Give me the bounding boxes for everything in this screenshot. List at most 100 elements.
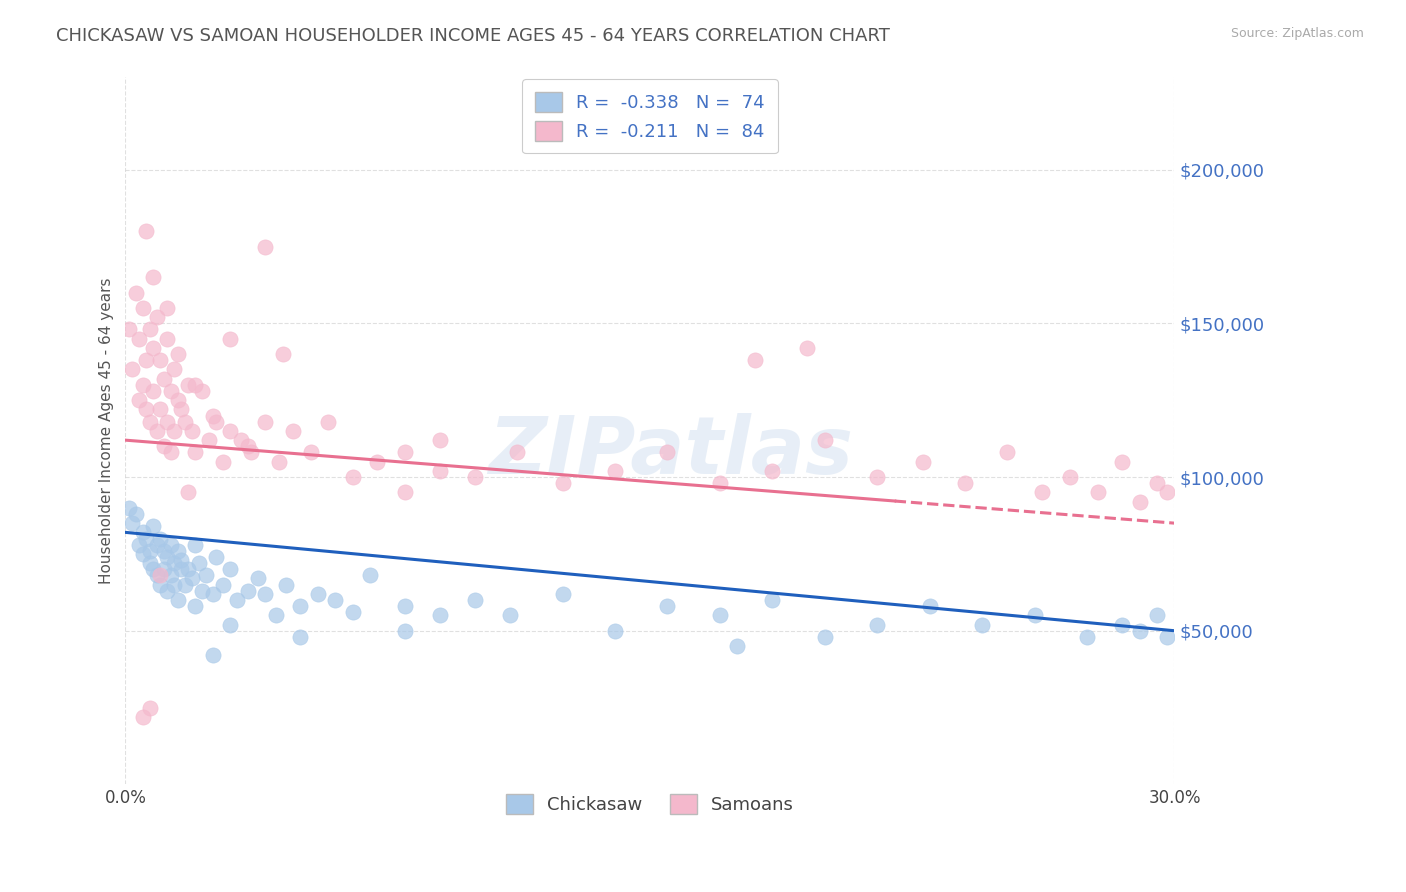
Point [146,538,169,552]
Point [132,710,155,724]
Point [1111,617,1133,632]
Point [603,464,626,478]
Point [156,583,179,598]
Point [307,587,329,601]
Point [506,445,529,459]
Point [180,424,202,438]
Point [163,556,186,570]
Point [464,470,486,484]
Point [219,617,242,632]
Point [359,568,381,582]
Point [174,577,197,591]
Point [205,415,228,429]
Point [394,445,416,459]
Point [153,372,176,386]
Legend: Chickasaw, Samoans: Chickasaw, Samoans [495,783,806,825]
Point [184,377,207,392]
Point [236,439,259,453]
Point [156,415,179,429]
Point [247,572,270,586]
Point [1146,608,1168,623]
Point [180,572,202,586]
Point [1111,455,1133,469]
Point [342,605,364,619]
Point [125,507,148,521]
Point [1059,470,1081,484]
Point [240,445,263,459]
Point [167,347,190,361]
Point [132,547,155,561]
Point [254,415,277,429]
Point [149,568,172,582]
Point [394,485,416,500]
Point [187,556,209,570]
Point [429,464,451,478]
Point [761,464,783,478]
Text: ZIPatlas: ZIPatlas [488,413,853,491]
Point [1128,494,1150,508]
Point [1031,485,1053,500]
Point [170,553,193,567]
Point [290,630,312,644]
Point [264,608,287,623]
Point [499,608,522,623]
Point [191,583,214,598]
Point [153,544,176,558]
Point [796,341,818,355]
Point [219,424,242,438]
Point [160,445,183,459]
Point [269,455,291,469]
Point [429,608,451,623]
Point [219,562,242,576]
Point [1156,485,1178,500]
Point [194,568,217,582]
Point [149,353,172,368]
Point [814,630,837,644]
Point [174,415,197,429]
Point [283,424,305,438]
Point [761,593,783,607]
Point [254,587,277,601]
Point [132,377,155,392]
Point [156,301,179,315]
Point [139,544,162,558]
Point [229,433,252,447]
Point [167,593,190,607]
Point [276,577,298,591]
Point [121,516,143,530]
Point [316,415,339,429]
Point [142,519,165,533]
Point [254,239,277,253]
Point [160,384,183,398]
Point [118,500,141,515]
Point [184,599,207,614]
Point [139,700,162,714]
Point [135,353,157,368]
Point [953,476,976,491]
Point [163,362,186,376]
Point [394,624,416,638]
Point [551,476,574,491]
Point [866,470,889,484]
Point [551,587,574,601]
Point [153,562,176,576]
Point [149,532,172,546]
Point [135,532,157,546]
Point [657,599,679,614]
Point [167,393,190,408]
Point [177,377,200,392]
Point [163,577,186,591]
Point [163,424,186,438]
Text: Source: ZipAtlas.com: Source: ZipAtlas.com [1230,27,1364,40]
Point [866,617,889,632]
Point [342,470,364,484]
Point [464,593,486,607]
Point [198,433,221,447]
Point [911,455,934,469]
Point [657,445,679,459]
Point [142,384,165,398]
Point [429,433,451,447]
Point [1024,608,1046,623]
Y-axis label: Householder Income Ages 45 - 64 years: Householder Income Ages 45 - 64 years [100,277,114,584]
Point [1156,630,1178,644]
